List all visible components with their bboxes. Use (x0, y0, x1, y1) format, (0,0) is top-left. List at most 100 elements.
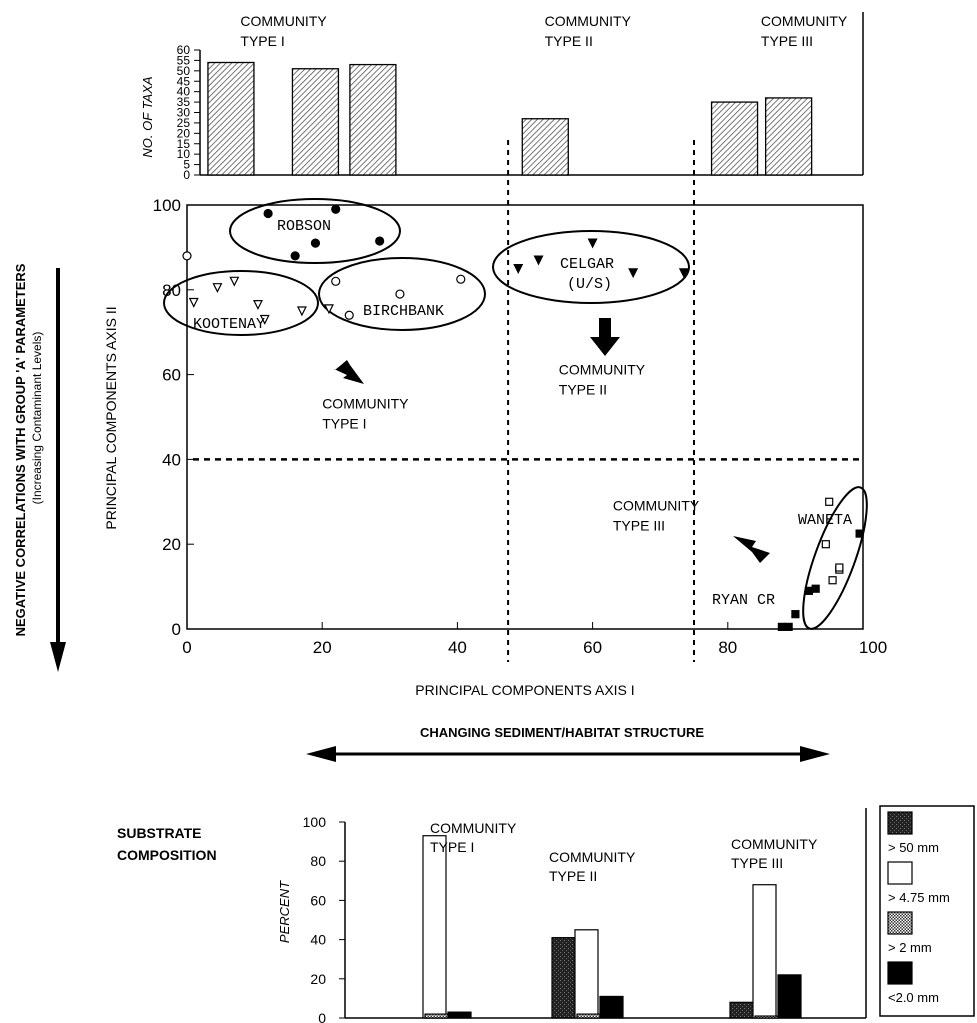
double-arrow-icon (306, 746, 830, 762)
top-y-tick-label: 55 (177, 53, 191, 67)
bottom-group-label-line1: COMMUNITY (731, 836, 818, 852)
bottom-y-tick-label: 20 (310, 971, 326, 987)
robson-point (263, 208, 273, 219)
top-y-tick-label: 20 (177, 126, 191, 140)
ryan-cr-point (791, 610, 800, 619)
legend-swatch (887, 961, 913, 985)
bottom-group-label-line2: TYPE II (549, 868, 597, 884)
arrow-type-1-icon (334, 360, 364, 384)
legend-swatch (887, 911, 913, 935)
taxa-bar (207, 61, 255, 176)
arrow-type-3-icon (733, 536, 770, 563)
top-group-label-line1: COMMUNITY (761, 13, 848, 29)
waneta-point (828, 576, 837, 585)
substrate-legend: > 50 mm > 4.75 mm > 2 mm <2.0 mm (879, 805, 975, 1017)
birchbank-ellipse (318, 257, 486, 331)
top-y-tick-label: 30 (177, 106, 191, 120)
top-group-label-line2: TYPE I (240, 33, 284, 49)
kootenay-point (212, 283, 223, 294)
substrate-title-line2: COMPOSITION (117, 847, 217, 863)
waneta-ellipse (802, 486, 868, 630)
robson-point (375, 236, 385, 246)
y-tick-label: 0 (172, 620, 181, 639)
community-annotation-line2: TYPE III (613, 517, 665, 533)
robson-point (290, 251, 300, 261)
birchbank-point (331, 276, 341, 286)
ryan-cr-point (784, 622, 793, 631)
substrate-bar (754, 1015, 779, 1019)
celgar-point (533, 255, 544, 266)
top-group-label-line2: TYPE III (761, 33, 813, 49)
birchbank-point (182, 251, 192, 261)
ryan-cr-label: RYAN CR (712, 592, 775, 609)
x-tick-label: 60 (583, 638, 602, 657)
x-tick-label: 100 (859, 638, 887, 657)
taxa-bar-chart: COMMUNITY TYPE I COMMUNITY TYPE II COMMUNITY… (140, 12, 864, 182)
celgar-point (628, 268, 639, 279)
kootenay-point (229, 276, 240, 287)
top-y-tick-label: 50 (177, 64, 191, 78)
arrow-type-2-icon (590, 318, 620, 356)
x-tick-label: 80 (718, 638, 737, 657)
taxa-bar (349, 63, 397, 176)
ryan-cr-point (804, 586, 814, 595)
bottom-y-tick-label: 60 (310, 892, 326, 908)
top-y-tick-label: 10 (177, 147, 191, 161)
kootenay-point (323, 304, 334, 315)
waneta-point (821, 540, 830, 549)
substrate-bar (422, 835, 447, 1019)
top-y-tick-label: 5 (183, 158, 190, 172)
substrate-bar (447, 1011, 472, 1019)
robson-ellipse (229, 198, 401, 264)
bottom-y-tick-label: 100 (303, 814, 327, 830)
birchbank-label: BIRCHBANK (363, 303, 444, 320)
legend-label: <2.0 mm (888, 990, 939, 1005)
substrate-bar (729, 1001, 754, 1019)
substrate-bar (752, 884, 777, 1019)
robson-point (310, 238, 321, 248)
robson-label: ROBSON (277, 218, 331, 235)
substrate-bar (551, 937, 576, 1019)
top-y-axis-label: NO. OF TAXA (140, 76, 155, 157)
top-group-label-line2: TYPE II (545, 33, 593, 49)
taxa-bar (521, 118, 569, 176)
kootenay-label: KOOTENAY (193, 316, 265, 333)
bottom-group-label-line1: COMMUNITY (549, 849, 636, 865)
kootenay-point (253, 300, 263, 310)
bottom-group-label-line2: TYPE I (430, 839, 474, 855)
top-y-tick-label: 35 (177, 95, 191, 109)
legend-swatch (887, 861, 913, 885)
top-group-label-line1: COMMUNITY (240, 13, 327, 29)
down-arrow-icon (50, 268, 66, 672)
top-y-tick-label: 40 (177, 85, 191, 99)
robson-point (331, 204, 341, 214)
ryan-cr-point (811, 584, 820, 593)
celgar-point (678, 268, 689, 279)
taxa-bar (710, 101, 759, 176)
ryan-cr-point (777, 622, 786, 631)
bottom-y-tick-label: 0 (318, 1010, 326, 1023)
substrate-title-line1: SUBSTRATE (117, 825, 202, 841)
waneta-point (825, 497, 834, 506)
substrate-bar (576, 1013, 601, 1019)
ryan-cr-point (855, 529, 864, 538)
substrate-bar (424, 1013, 449, 1019)
community-annotation-line1: COMMUNITY (613, 497, 700, 513)
kootenay-point (259, 314, 270, 325)
bottom-group-label-line2: TYPE III (731, 855, 783, 871)
waneta-label: WANETA (798, 512, 852, 529)
y-tick-label: 100 (153, 196, 181, 215)
legend-label: > 50 mm (888, 840, 939, 855)
celgar-point (513, 264, 524, 274)
celgar-ellipse (492, 230, 690, 304)
waneta-point (835, 563, 844, 572)
legend-label: > 4.75 mm (888, 890, 950, 905)
contaminant-axis-label: NEGATIVE CORRELATIONS WITH GROUP 'A' PAR… (13, 263, 28, 636)
plot-frame (186, 204, 864, 630)
legend-label: > 2 mm (888, 940, 932, 955)
bottom-y-tick-label: 80 (310, 853, 326, 869)
substrate-bar-chart: SUBSTRATE COMPOSITION PERCENT 0 20 40 60 80 1… (117, 805, 975, 1023)
top-y-tick-label: 45 (177, 74, 191, 88)
